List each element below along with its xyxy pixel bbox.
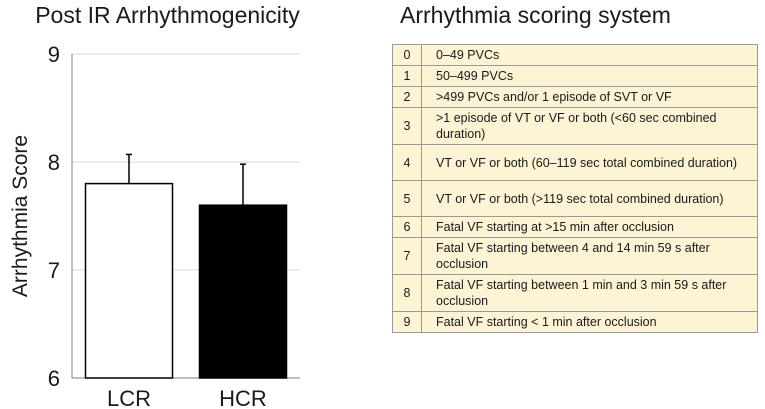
score-row: 1 50–499 PVCs — [392, 65, 758, 87]
score-description: Fatal VF starting at >15 min after occlu… — [421, 216, 758, 238]
score-row: 6 Fatal VF starting at >15 min after occl… — [392, 216, 758, 238]
score-value: 4 — [392, 144, 422, 181]
score-row: 5 VT or VF or both (>119 sec total combin… — [392, 180, 758, 217]
score-row: 8 Fatal VF starting between 1 min and 3 m… — [392, 274, 758, 312]
score-value: 5 — [392, 180, 422, 217]
table-title: Arrhythmia scoring system — [400, 2, 671, 28]
score-row: 0 0–49 PVCs — [392, 44, 758, 66]
score-value: 9 — [392, 311, 422, 333]
y-tick-label: 6 — [48, 366, 60, 391]
score-row: 2 >499 PVCs and/or 1 episode of SVT or VF — [392, 86, 758, 108]
score-row: 7 Fatal VF starting between 4 and 14 min … — [392, 237, 758, 275]
score-value: 7 — [392, 237, 422, 275]
score-value: 2 — [392, 86, 422, 108]
y-tick-label: 9 — [48, 42, 60, 67]
score-value: 8 — [392, 274, 422, 312]
y-tick-label: 7 — [48, 258, 60, 283]
x-tick-label: LCR — [107, 386, 151, 409]
score-row: 9 Fatal VF starting < 1 min after occlusi… — [392, 311, 758, 333]
bar-hcr — [198, 204, 288, 379]
score-row: 3 >1 episode of VT or VF or both (<60 sec… — [392, 107, 758, 145]
bar-lcr — [84, 182, 174, 379]
score-description: VT or VF or both (>119 sec total combine… — [421, 180, 758, 217]
chart-title: Post IR Arrhythmogenicity — [35, 2, 300, 28]
bar-chart: 6 7 8 9 Arrhythmia Score LCR HCR — [9, 42, 300, 409]
y-tick-label: 8 — [48, 150, 60, 175]
score-description: Fatal VF starting between 4 and 14 min 5… — [421, 237, 758, 275]
score-description: Fatal VF starting between 1 min and 3 mi… — [421, 274, 758, 312]
score-value: 6 — [392, 216, 422, 238]
score-description: 50–499 PVCs — [421, 65, 758, 87]
score-description: >1 episode of VT or VF or both (<60 sec … — [421, 107, 758, 145]
score-value: 1 — [392, 65, 422, 87]
score-description: 0–49 PVCs — [421, 44, 758, 66]
x-tick-label: HCR — [219, 386, 267, 409]
y-axis-label: Arrhythmia Score — [9, 135, 32, 297]
score-description: VT or VF or both (60–119 sec total combi… — [421, 144, 758, 181]
score-description: Fatal VF starting < 1 min after occlusio… — [421, 311, 758, 333]
score-value: 3 — [392, 107, 422, 145]
score-description: >499 PVCs and/or 1 episode of SVT or VF — [421, 86, 758, 108]
score-value: 0 — [392, 44, 422, 66]
scoring-table: 0 0–49 PVCs 1 50–499 PVCs 2 >499 PVCs and/or … — [392, 44, 758, 333]
score-row: 4 VT or VF or both (60–119 sec total comb… — [392, 144, 758, 181]
